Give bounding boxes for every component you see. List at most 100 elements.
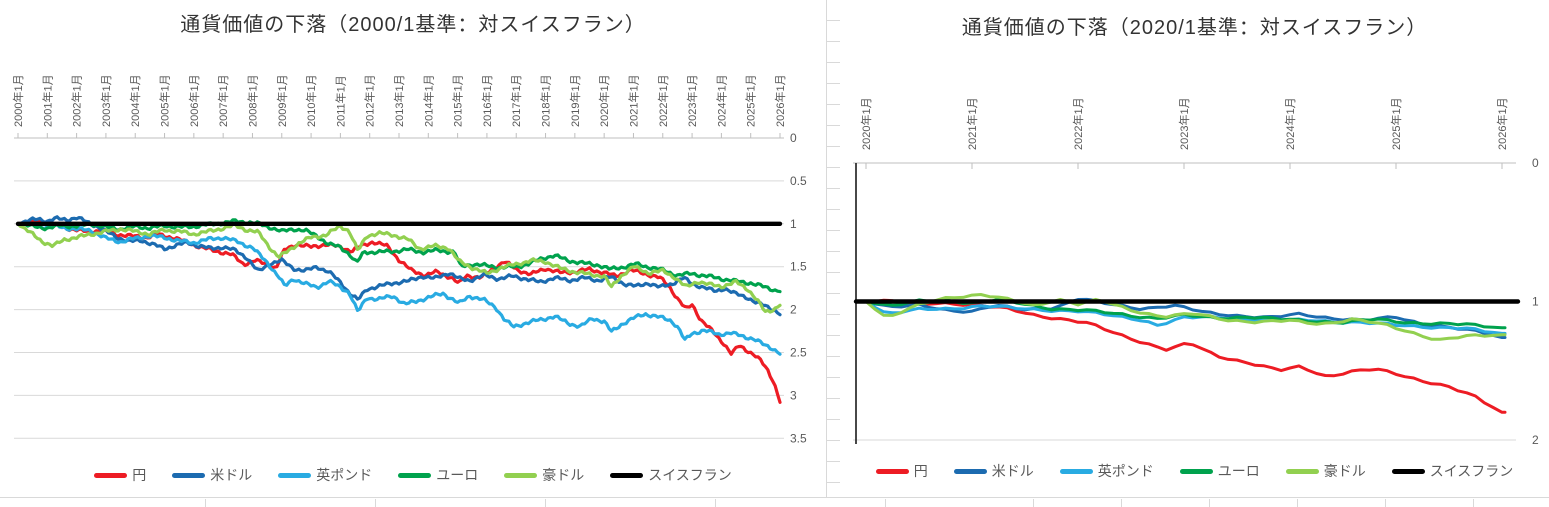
x-tick-label: 2021年1月 <box>965 97 979 150</box>
series-line-米ドル[interactable] <box>16 215 782 317</box>
excel-column-gridline <box>1297 499 1298 507</box>
series-line-米ドル[interactable] <box>864 297 1507 339</box>
x-tick-label: 2025年1月 <box>1389 97 1403 150</box>
excel-column-gridline <box>885 499 886 507</box>
legend-swatch-ユーロ <box>1179 468 1213 474</box>
y-tick-label: 3.5 <box>790 431 807 445</box>
series-line-英ポンド[interactable] <box>864 300 1507 335</box>
legend-label: 円 <box>132 467 147 483</box>
legend-swatch-英ポンド <box>278 472 312 478</box>
x-tick-label: 2017年1月 <box>509 74 523 127</box>
excel-column-gridline <box>1473 499 1474 507</box>
y-tick-label: 0 <box>790 131 797 145</box>
x-tick-label: 2026年1月 <box>1495 97 1509 150</box>
legend-label: スイスフラン <box>648 467 732 483</box>
legend-swatch-米ドル <box>953 468 987 474</box>
legend-swatch-米ドル <box>172 472 206 478</box>
legend-label: 豪ドル <box>1323 463 1366 479</box>
x-tick-label: 2000年1月 <box>11 74 25 127</box>
x-tick-label: 2023年1月 <box>685 74 699 127</box>
x-tick-label: 2026年1月 <box>773 74 787 127</box>
x-tick-label: 2024年1月 <box>1283 97 1297 150</box>
x-tick-label: 2013年1月 <box>392 74 406 127</box>
legend-item-米ドル[interactable]: 米ドル <box>953 461 1034 481</box>
legend-label: 米ドル <box>991 463 1034 479</box>
legend-label: 英ポンド <box>1097 463 1154 479</box>
chart-title-right: 通貨価値の下落（2020/1基準：対スイスフラン） <box>961 17 1428 39</box>
legend-swatch-英ポンド <box>1059 468 1093 474</box>
chart-left-2000-base[interactable]: 2000年1月 2001年1月 2002年1月 2003年1月 2004年1月 2005年… <box>0 0 826 497</box>
legend-item-スイスフラン[interactable]: スイスフラン <box>1391 461 1514 481</box>
legend-label: スイスフラン <box>1429 463 1514 479</box>
x-tick-label: 2012年1月 <box>363 74 377 127</box>
x-tick-label: 2019年1月 <box>568 74 582 127</box>
series-line-円[interactable] <box>864 298 1507 414</box>
legend-label: 円 <box>913 463 928 479</box>
legend-item-円[interactable]: 円 <box>875 461 928 481</box>
y-tick-label: 3 <box>790 388 797 402</box>
excel-column-gridline <box>1033 499 1034 507</box>
y-tick-label: 0.5 <box>790 174 807 188</box>
legend-swatch-豪ドル <box>504 472 538 478</box>
x-tick-label: 2008年1月 <box>245 74 259 127</box>
legend-label: 米ドル <box>210 467 253 483</box>
legend-label: 英ポンド <box>316 467 373 483</box>
series-line-英ポンド[interactable] <box>16 222 782 356</box>
y-tick-label: 2.5 <box>790 346 807 360</box>
legend-swatch-円 <box>875 468 909 474</box>
series-line-円[interactable] <box>16 219 782 404</box>
y-tick-label: 2 <box>1532 433 1539 447</box>
legend-item-スイスフラン[interactable]: スイスフラン <box>610 465 732 485</box>
x-tick-label: 2010年1月 <box>304 74 318 127</box>
excel-column-gridline <box>1121 499 1122 507</box>
legend-swatch-円 <box>94 472 128 478</box>
x-tick-label: 2022年1月 <box>1071 97 1085 150</box>
excel-column-gridline <box>375 499 376 507</box>
series-line-ユーロ[interactable] <box>16 218 782 294</box>
legend-swatch-豪ドル <box>1285 468 1319 474</box>
y-tick-label: 0 <box>1532 156 1539 170</box>
legend-swatch-ユーロ <box>398 472 432 478</box>
chart-left-plot: 2000年1月 2001年1月 2002年1月 2003年1月 2004年1月 2005年… <box>11 74 807 445</box>
x-tick-label: 2018年1月 <box>539 74 553 127</box>
legend-swatch-スイスフラン <box>1391 468 1425 474</box>
chart-right-plot: 2020年1月 2021年1月 2022年1月 2023年1月 2024年1月 2025年… <box>853 97 1539 447</box>
x-tick-label: 2023年1月 <box>1177 97 1191 150</box>
legend-item-円[interactable]: 円 <box>94 465 146 485</box>
excel-row-below-charts <box>0 497 1549 507</box>
legend-item-豪ドル[interactable]: 豪ドル <box>504 465 584 485</box>
excel-column-gridline <box>1209 499 1210 507</box>
x-tick-label: 2006年1月 <box>187 74 201 127</box>
x-tick-label: 2014年1月 <box>421 74 435 127</box>
chart-title-left: 通貨価値の下落（2000/1基準：対スイスフラン） <box>180 14 646 36</box>
legend-item-豪ドル[interactable]: 豪ドル <box>1285 461 1366 481</box>
legend-item-ユーロ[interactable]: ユーロ <box>398 465 478 485</box>
x-tick-label: 2003年1月 <box>99 74 113 127</box>
x-tick-label: 2004年1月 <box>128 74 142 127</box>
chart-right-2020-base[interactable]: 2020年1月 2021年1月 2022年1月 2023年1月 2024年1月 2025年… <box>840 0 1549 497</box>
x-tick-label: 2007年1月 <box>216 74 230 127</box>
legend-item-ユーロ[interactable]: ユーロ <box>1179 461 1260 481</box>
legend-item-英ポンド[interactable]: 英ポンド <box>1059 461 1154 481</box>
y-tick-label: 1 <box>790 217 797 231</box>
x-tick-label: 2025年1月 <box>744 74 758 127</box>
x-tick-label: 2020年1月 <box>859 97 873 150</box>
legend-item-米ドル[interactable]: 米ドル <box>172 465 252 485</box>
excel-column-gridline <box>205 499 206 507</box>
y-tick-label: 2 <box>790 303 797 317</box>
excel-column-gridline <box>1385 499 1386 507</box>
x-tick-label: 2001年1月 <box>40 74 54 127</box>
x-tick-label: 2020年1月 <box>597 74 611 127</box>
x-tick-label: 2024年1月 <box>714 74 728 127</box>
legend-label: ユーロ <box>1217 463 1260 479</box>
x-tick-label: 2021年1月 <box>626 74 640 127</box>
legend-right: 円 米ドル 英ポンド ユーロ 豪ドル スイスフラン <box>840 461 1549 481</box>
x-tick-label: 2015年1月 <box>451 74 465 127</box>
legend-left: 円 米ドル 英ポンド ユーロ 豪ドル スイスフラン <box>0 465 826 485</box>
x-tick-label: 2002年1月 <box>70 74 84 127</box>
legend-item-英ポンド[interactable]: 英ポンド <box>278 465 372 485</box>
series-line-豪ドル[interactable] <box>864 293 1507 341</box>
legend-label: ユーロ <box>436 467 479 483</box>
legend-swatch-スイスフラン <box>610 472 644 478</box>
series-line-豪ドル[interactable] <box>16 222 782 314</box>
